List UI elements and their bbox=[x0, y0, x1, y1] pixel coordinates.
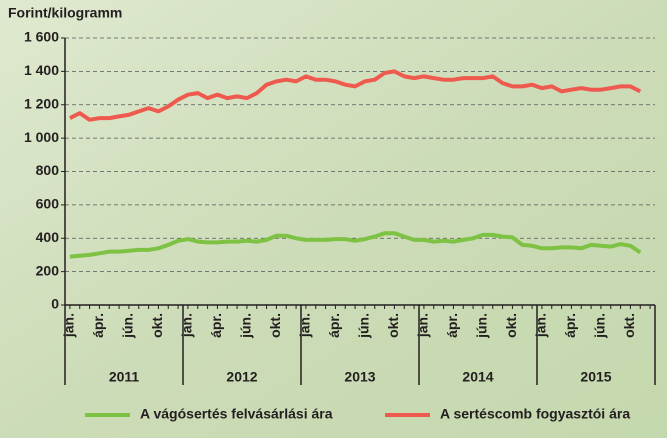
x-tick-label: ápr. bbox=[444, 313, 460, 338]
line-series bbox=[69, 231, 642, 259]
x-tick-label: jún. bbox=[592, 313, 608, 339]
x-tick-label: jan. bbox=[415, 313, 431, 338]
x-tick-label: okt. bbox=[385, 313, 401, 338]
y-tick-label: 800 bbox=[36, 162, 60, 178]
x-tick-label: jan. bbox=[61, 313, 77, 338]
x-tick-label: ápr. bbox=[562, 313, 578, 338]
x-tick-label: jún. bbox=[474, 313, 490, 339]
line-series bbox=[68, 69, 642, 122]
y-tick-label: 1 000 bbox=[24, 129, 59, 145]
x-tick-label: jún. bbox=[120, 313, 136, 339]
year-label: 2015 bbox=[580, 369, 611, 385]
x-tick-label: jan. bbox=[179, 313, 195, 338]
x-tick-label: okt. bbox=[621, 313, 637, 338]
x-tick-label: jún. bbox=[356, 313, 372, 339]
y-tick-label: 200 bbox=[36, 262, 60, 278]
y-axis-label: Forint/kilogramm bbox=[8, 5, 122, 21]
x-tick-label: jún. bbox=[238, 313, 254, 339]
legend-label: A vágósertés felvásárlási ára bbox=[140, 406, 333, 422]
y-tick-label: 1 400 bbox=[24, 62, 59, 78]
y-tick-label: 600 bbox=[36, 196, 60, 212]
y-tick-label: 400 bbox=[36, 229, 60, 245]
year-label: 2011 bbox=[109, 369, 140, 385]
x-tick-label: jan. bbox=[533, 313, 549, 338]
y-tick-label: 0 bbox=[51, 296, 59, 312]
year-label: 2012 bbox=[226, 369, 257, 385]
legend-label: A sertéscomb fogyasztói ára bbox=[440, 406, 630, 422]
x-tick-label: okt. bbox=[149, 313, 165, 338]
y-tick-label: 1 600 bbox=[24, 29, 59, 45]
year-label: 2014 bbox=[462, 369, 493, 385]
x-tick-label: ápr. bbox=[90, 313, 106, 338]
x-tick-label: okt. bbox=[503, 313, 519, 338]
x-tick-label: okt. bbox=[267, 313, 283, 338]
y-tick-label: 1 200 bbox=[24, 95, 59, 111]
x-tick-label: jan. bbox=[297, 313, 313, 338]
x-tick-label: ápr. bbox=[326, 313, 342, 338]
x-tick-label: ápr. bbox=[208, 313, 224, 338]
year-label: 2013 bbox=[344, 369, 375, 385]
